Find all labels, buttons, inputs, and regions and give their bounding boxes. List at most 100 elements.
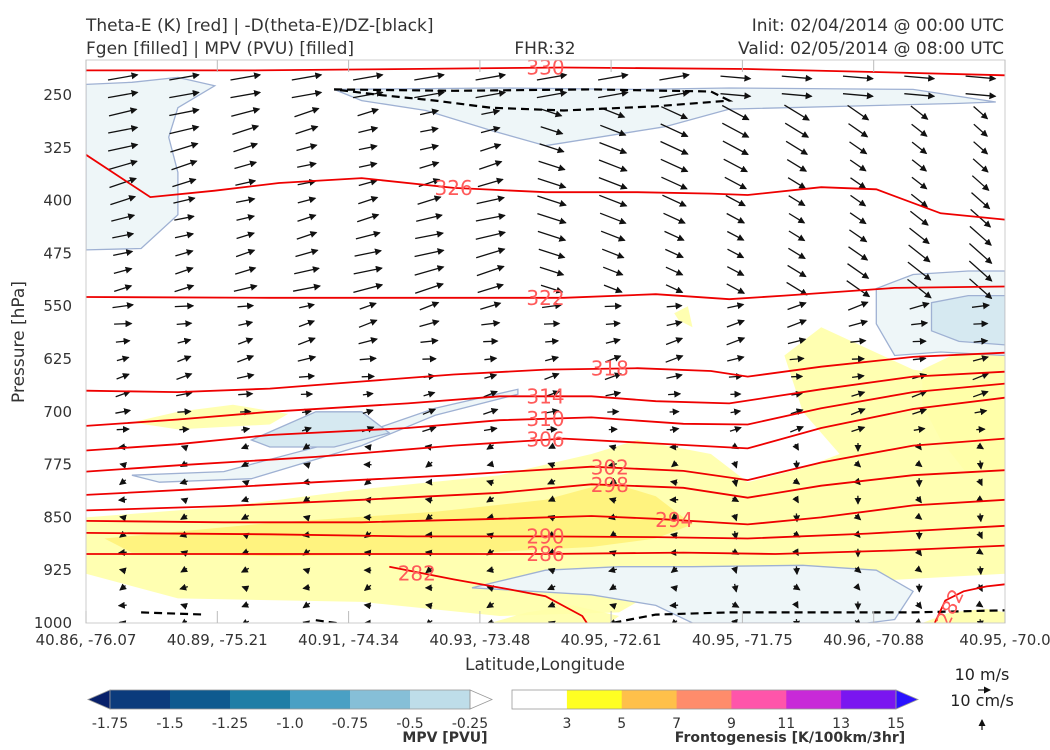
wind-vector [666,372,683,380]
wind-vector [353,265,383,275]
wind-vector [240,566,250,573]
colorbar-swatch [350,690,411,709]
theta-e-label: 318 [591,357,629,381]
wind-vector [670,585,678,592]
wind-vector [538,160,566,172]
wind-vector [853,583,861,591]
colorbar-extend-high [895,689,920,710]
wind-vector [116,355,130,363]
wind-vector [726,266,745,276]
theta-e-label: 330 [526,56,564,80]
wind-vector [914,618,922,623]
wind-vector [911,176,928,190]
colorbar-swatch [110,690,171,709]
wind-vector [793,460,801,470]
wind-vector [237,337,254,345]
wind-vector [177,337,192,345]
wind-vector [115,390,131,398]
colorbar-swatch [230,690,291,709]
wind-vector [298,319,316,328]
wind-vector [731,566,738,574]
y-tick-label: 475 [43,244,72,262]
wind-vector [424,549,433,557]
wind-vector [174,284,195,293]
wind-vector [116,373,130,380]
wind-vector [169,89,200,99]
theta-e-contour [86,285,1005,301]
wind-vector [725,194,746,207]
wind-vector [231,107,261,117]
wind-vector [112,231,135,239]
wind-vector [302,620,311,623]
wind-vector [547,620,556,623]
wind-vector [666,320,683,327]
wind-vector [786,159,808,172]
wind-vector [230,89,262,99]
colorbar-tick-label: 15 [887,716,905,732]
colorbar-tick-label: 5 [617,716,626,732]
wind-vector [475,72,507,81]
wind-vector [358,319,378,328]
wind-vector [846,280,871,298]
wind-vector [605,354,622,363]
wind-vector [665,248,684,259]
colorbar-swatch [410,690,471,709]
wind-vector [537,230,567,242]
wind-vector [241,480,250,487]
wind-vector [971,192,991,210]
wind-vector [303,462,311,469]
wind-vector [486,513,494,521]
wind-vector [545,355,560,363]
theta-e-contour [86,382,1005,452]
wind-vector [296,143,318,152]
wind-vector [113,266,133,275]
wind-vector [110,195,137,206]
wind-vector [842,92,874,100]
wind-vector [965,92,997,100]
wind-vector [237,302,255,310]
wind-vector [973,337,989,345]
x-tick-label: 40.95, -72.61 [561,631,662,649]
wind-vector [727,248,745,259]
wind-vector [109,177,137,189]
wind-vector [914,495,922,504]
wind-vector [599,141,628,155]
fgen-region [674,306,693,328]
wind-vector [851,425,866,433]
wind-vector [731,618,738,623]
wind-vector [790,425,805,433]
wind-vector [108,159,138,171]
wind-vector [362,408,374,416]
wind-vector [425,602,433,610]
wind-vector [972,355,989,362]
wind-vector [174,302,195,310]
wind-vector [358,143,378,151]
wind-vector [849,229,868,243]
theta-e-contour [389,565,588,623]
wind-vector [605,390,622,398]
wind-vector [547,567,556,575]
wind-vector [483,390,498,398]
wind-vector [236,372,255,380]
y-tick-label: 850 [43,508,72,526]
valid-time: Valid: 02/05/2014 @ 08:00 UTC [738,39,1004,59]
wind-vector [475,213,506,222]
wind-vector [240,513,250,520]
wind-vector [170,142,199,153]
wind-vector [788,247,806,260]
wind-vector [107,89,139,99]
wind-vector [781,74,813,82]
wind-vector [975,600,984,608]
wind-vector [907,278,932,299]
wind-vector [180,603,188,610]
wind-vector [603,284,623,294]
wind-vector [241,585,250,593]
wind-vector [301,426,312,434]
wind-vector [547,583,556,591]
mpv-region [86,76,217,251]
wind-vector [419,301,440,311]
wind-vector [790,408,804,416]
wind-vector [233,142,259,153]
theta-e-label: 326 [435,176,473,200]
